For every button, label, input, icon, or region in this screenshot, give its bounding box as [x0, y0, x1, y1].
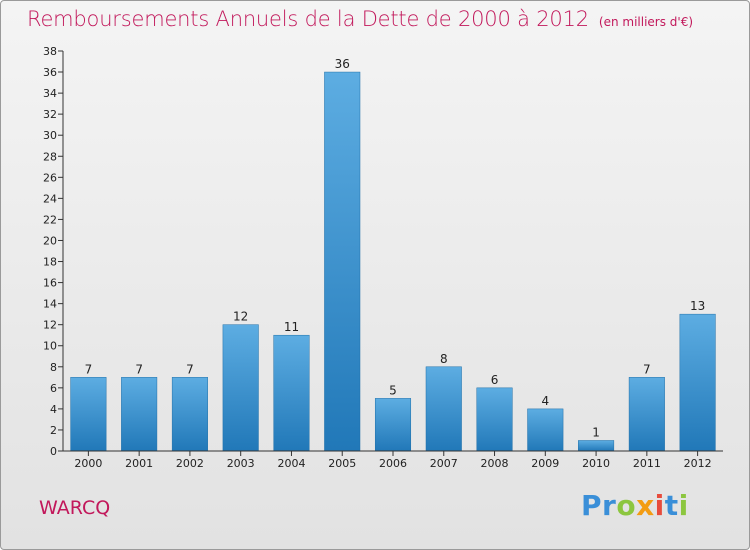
y-tick-label: 34: [43, 87, 57, 100]
bar: [70, 377, 107, 452]
data-label: 13: [690, 299, 705, 313]
logo-letter: o: [616, 489, 637, 522]
bar: [476, 387, 513, 452]
logo-letter: P: [581, 489, 603, 522]
data-label: 6: [491, 373, 499, 387]
logo-letter: r: [602, 489, 617, 522]
x-tick-label: 2001: [125, 457, 153, 470]
bar: [628, 377, 665, 452]
x-tick-label: 2002: [176, 457, 204, 470]
x-tick-label: 2006: [379, 457, 407, 470]
data-label: 12: [233, 310, 248, 324]
chart-title: Remboursements Annuels de la Dette de 20…: [27, 7, 693, 31]
x-tick-label: 2010: [582, 457, 610, 470]
data-label: 36: [335, 57, 350, 71]
y-tick-label: 18: [43, 256, 57, 269]
proxiti-logo: Proxiti: [581, 489, 689, 522]
y-tick-label: 22: [43, 213, 57, 226]
data-label: 7: [186, 362, 194, 376]
y-tick-label: 6: [50, 382, 57, 395]
x-tick-label: 2009: [531, 457, 559, 470]
bar: [324, 71, 361, 452]
y-tick-label: 14: [43, 298, 57, 311]
data-label: 7: [643, 362, 651, 376]
logo-letter: i: [654, 489, 665, 522]
y-tick-label: 2: [50, 424, 57, 437]
data-label: 4: [541, 394, 549, 408]
data-label: 7: [135, 362, 143, 376]
logo-letter: i: [678, 489, 689, 522]
bar: [679, 313, 716, 452]
bars: 7 7 7 12 11 36 5 8 6 4 1 7 13: [70, 57, 716, 452]
x-tick-label: 2012: [684, 457, 712, 470]
x-tick-label: 2008: [481, 457, 509, 470]
y-tick-label: 10: [43, 340, 57, 353]
logo-letter: t: [664, 489, 679, 522]
data-label: 5: [389, 383, 397, 397]
y-tick-label: 12: [43, 319, 57, 332]
y-tick-label: 36: [43, 66, 57, 79]
data-label: 1: [592, 425, 600, 439]
y-tick-label: 0: [50, 445, 57, 458]
y-tick-label: 28: [43, 150, 57, 163]
y-tick-label: 26: [43, 171, 57, 184]
y-tick-label: 16: [43, 277, 57, 290]
bar: [171, 377, 208, 452]
chart-title-unit: (en milliers d'€): [598, 15, 694, 29]
x-tick-label: 2004: [277, 457, 305, 470]
y-tick-label: 8: [50, 361, 57, 374]
chart-title-main: Remboursements Annuels de la Dette de 20…: [27, 7, 589, 31]
data-label: 11: [284, 320, 299, 334]
bar: [222, 324, 259, 452]
y-tick-label: 38: [43, 45, 57, 58]
y-tick-label: 32: [43, 108, 57, 121]
y-tick-label: 24: [43, 192, 57, 205]
x-tick-label: 2000: [74, 457, 102, 470]
x-tick-label: 2005: [328, 457, 356, 470]
x-tick-label: 2011: [633, 457, 661, 470]
bar: [273, 334, 310, 452]
logo-letter: x: [636, 489, 655, 522]
x-tick-label: 2003: [227, 457, 255, 470]
bar: [374, 398, 412, 452]
y-tick-label: 4: [50, 403, 57, 416]
data-label: 7: [85, 362, 93, 376]
bar: [425, 366, 462, 452]
x-axis: 2000 2001 2002 2003 2004 2005 2006 2007 2008 2009…: [63, 450, 723, 470]
bar: [527, 408, 564, 452]
commune-name: WARCQ: [39, 497, 111, 519]
bar: [121, 377, 158, 452]
x-tick-label: 2007: [430, 457, 458, 470]
data-label: 8: [440, 352, 448, 366]
y-tick-label: 30: [43, 129, 57, 142]
bar: [578, 440, 615, 452]
y-tick-label: 20: [43, 234, 57, 247]
